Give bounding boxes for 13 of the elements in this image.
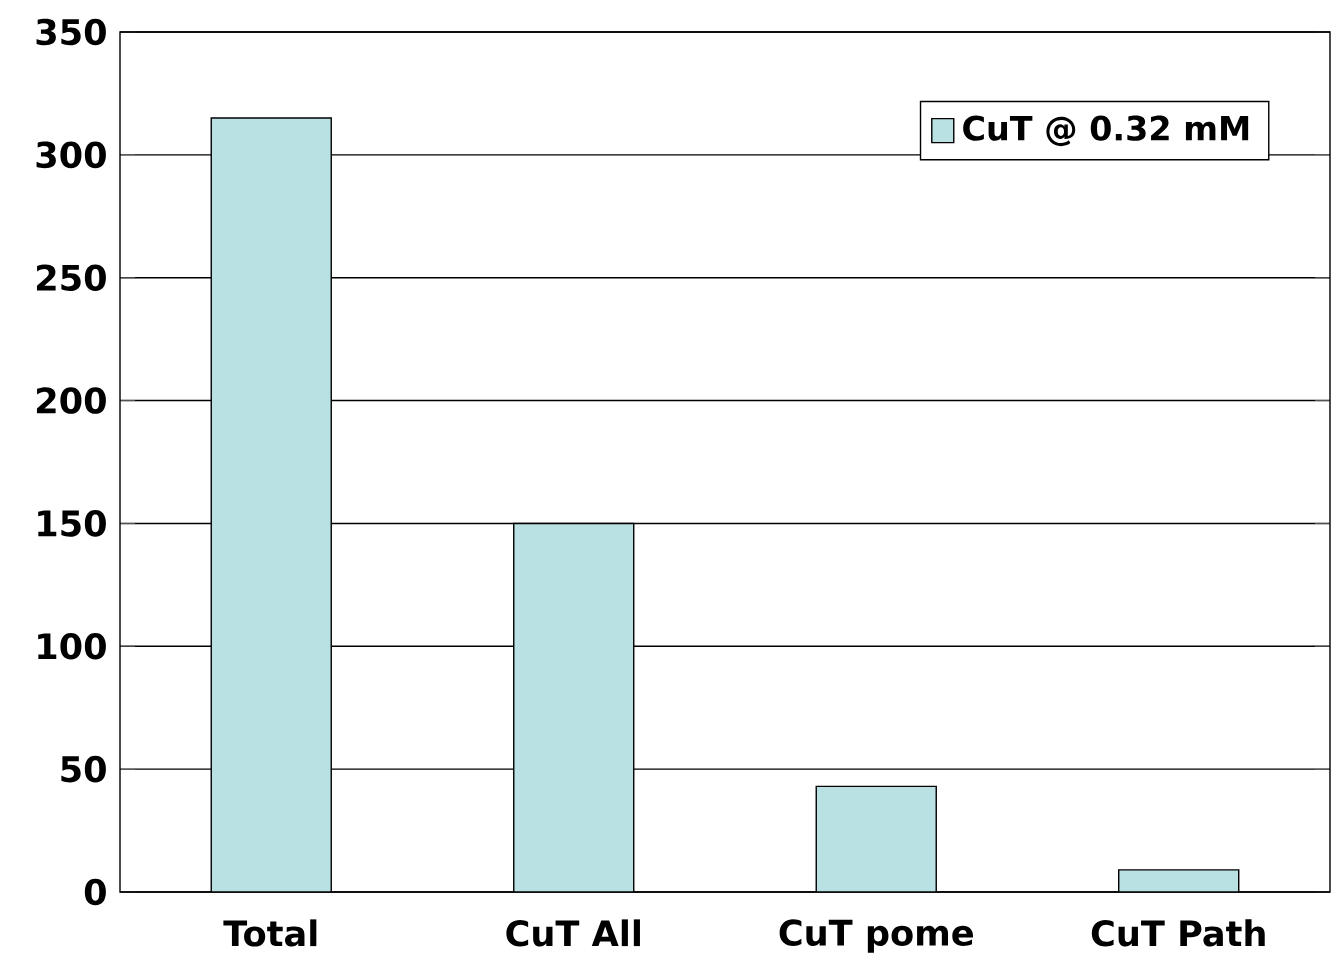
y-tick-label: 350 [36,18,106,46]
y-tick-label: 50 [61,755,106,783]
x-tick-label: CuT All [506,919,640,947]
x-tick-label: CuT Path [1091,919,1265,947]
y-tick-label: 300 [36,141,106,169]
y-tick-label: 150 [38,510,106,537]
y-tick-label: 100 [38,632,106,660]
y-tick-label: 250 [36,264,106,291]
x-tick-label: Total [223,919,317,947]
x-tick-label: CuT pome [779,919,973,953]
legend-label: CuT @ 0.32 mM [963,115,1249,147]
y-tick-label: 200 [36,387,106,414]
y-tick-label: 0 [84,878,106,906]
